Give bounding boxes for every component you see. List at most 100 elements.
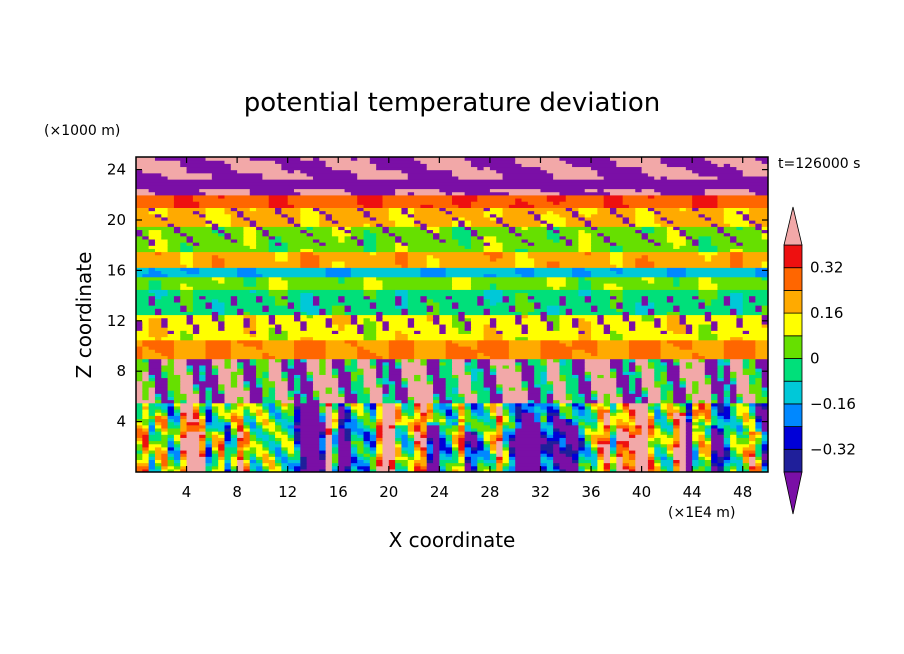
heatmap-cell — [426, 456, 434, 460]
heatmap-cell — [654, 427, 662, 432]
heatmap-cell — [660, 446, 668, 451]
heatmap-cell — [730, 254, 744, 259]
heatmap-cell — [546, 276, 567, 281]
heatmap-cell — [730, 371, 737, 375]
heatmap-cell — [376, 456, 384, 460]
heatmap-cell — [464, 216, 491, 221]
heatmap-cell — [546, 197, 567, 202]
heatmap-cell — [243, 396, 251, 401]
heatmap-cell — [679, 371, 706, 375]
heatmap-cell — [325, 412, 333, 416]
heatmap-cell — [477, 405, 485, 410]
heatmap-cell — [161, 434, 169, 438]
heatmap-cell — [369, 412, 377, 416]
heatmap-cell — [224, 434, 232, 438]
heatmap-cell — [692, 327, 700, 331]
heatmap-cell — [445, 295, 453, 300]
heatmap-cell — [388, 232, 396, 237]
heatmap-cell — [521, 424, 542, 429]
heatmap-cell — [142, 352, 162, 357]
heatmap-cell — [483, 468, 491, 472]
heatmap-cell — [616, 270, 624, 275]
heatmap-cell — [546, 399, 554, 404]
heatmap-cell — [268, 235, 276, 240]
heatmap-cell — [723, 229, 763, 234]
heatmap-cell — [704, 418, 712, 423]
heatmap-cell — [439, 393, 447, 397]
heatmap-cell — [679, 358, 700, 363]
heatmap-cell — [382, 437, 396, 442]
heatmap-cell — [230, 238, 238, 243]
heatmap-cell — [192, 336, 270, 341]
heatmap-cell — [300, 254, 320, 259]
heatmap-cell — [205, 449, 213, 454]
heatmap-cell — [211, 462, 219, 467]
heatmap-cell — [192, 245, 251, 249]
heatmap-cell — [167, 248, 181, 253]
heatmap-cell — [300, 157, 314, 161]
heatmap-cell — [192, 380, 219, 385]
heatmap-cell — [673, 399, 687, 404]
heatmap-cell — [458, 405, 466, 410]
heatmap-cell — [414, 330, 421, 334]
heatmap-cell — [401, 402, 409, 407]
heatmap-cell — [755, 346, 768, 350]
heatmap-cell — [275, 434, 289, 438]
heatmap-cell — [452, 402, 459, 407]
heatmap-cell — [742, 292, 768, 297]
heatmap-cell — [749, 188, 768, 193]
heatmap-cell — [243, 235, 257, 240]
heatmap-cell — [685, 456, 693, 460]
heatmap-cell — [331, 364, 346, 369]
heatmap-cell — [300, 415, 320, 420]
heatmap-cell — [755, 437, 763, 442]
heatmap-cell — [167, 402, 175, 407]
heatmap-cell — [534, 409, 548, 413]
heatmap-cell — [660, 216, 668, 221]
heatmap-cell — [344, 437, 352, 442]
heatmap-cell — [395, 358, 403, 363]
heatmap-cell — [382, 355, 390, 360]
heatmap-cell — [357, 424, 365, 429]
heatmap-cell — [508, 412, 516, 416]
heatmap-cell — [325, 459, 333, 464]
heatmap-cell — [470, 431, 478, 435]
heatmap-cell — [685, 229, 719, 234]
heatmap-cell — [167, 242, 181, 246]
heatmap-cell — [161, 361, 169, 366]
heatmap-cell — [477, 377, 485, 382]
heatmap-cell — [173, 440, 181, 445]
heatmap-cell — [218, 465, 226, 470]
heatmap-cell — [666, 361, 674, 366]
heatmap-cell — [268, 434, 276, 438]
heatmap-cell — [180, 437, 200, 442]
heatmap-cell — [698, 207, 725, 212]
heatmap-cell — [294, 358, 301, 363]
heatmap-cell — [635, 424, 643, 429]
heatmap-cell — [433, 235, 440, 240]
heatmap-cell — [205, 424, 226, 429]
heatmap-cell — [300, 264, 320, 268]
heatmap-cell — [742, 399, 756, 404]
heatmap-cell — [489, 390, 497, 394]
heatmap-cell — [521, 383, 529, 388]
heatmap-cell — [483, 409, 491, 413]
heatmap-cell — [508, 352, 542, 357]
heatmap-cell — [534, 374, 542, 379]
heatmap-cell — [338, 405, 346, 410]
heatmap-cell — [464, 323, 472, 328]
heatmap-cell — [597, 468, 605, 472]
heatmap-cell — [628, 440, 649, 445]
heatmap-cell — [635, 223, 662, 227]
heatmap-cell — [578, 248, 592, 253]
heatmap-cell — [287, 431, 295, 435]
heatmap-cell — [673, 279, 681, 284]
heatmap-cell — [180, 242, 188, 246]
heatmap-cell — [635, 383, 643, 388]
heatmap-cell — [685, 453, 693, 457]
heatmap-cell — [730, 412, 737, 416]
heatmap-cell — [420, 298, 428, 303]
heatmap-cell — [730, 456, 737, 460]
heatmap-cell — [167, 238, 188, 243]
heatmap-cell — [603, 235, 611, 240]
